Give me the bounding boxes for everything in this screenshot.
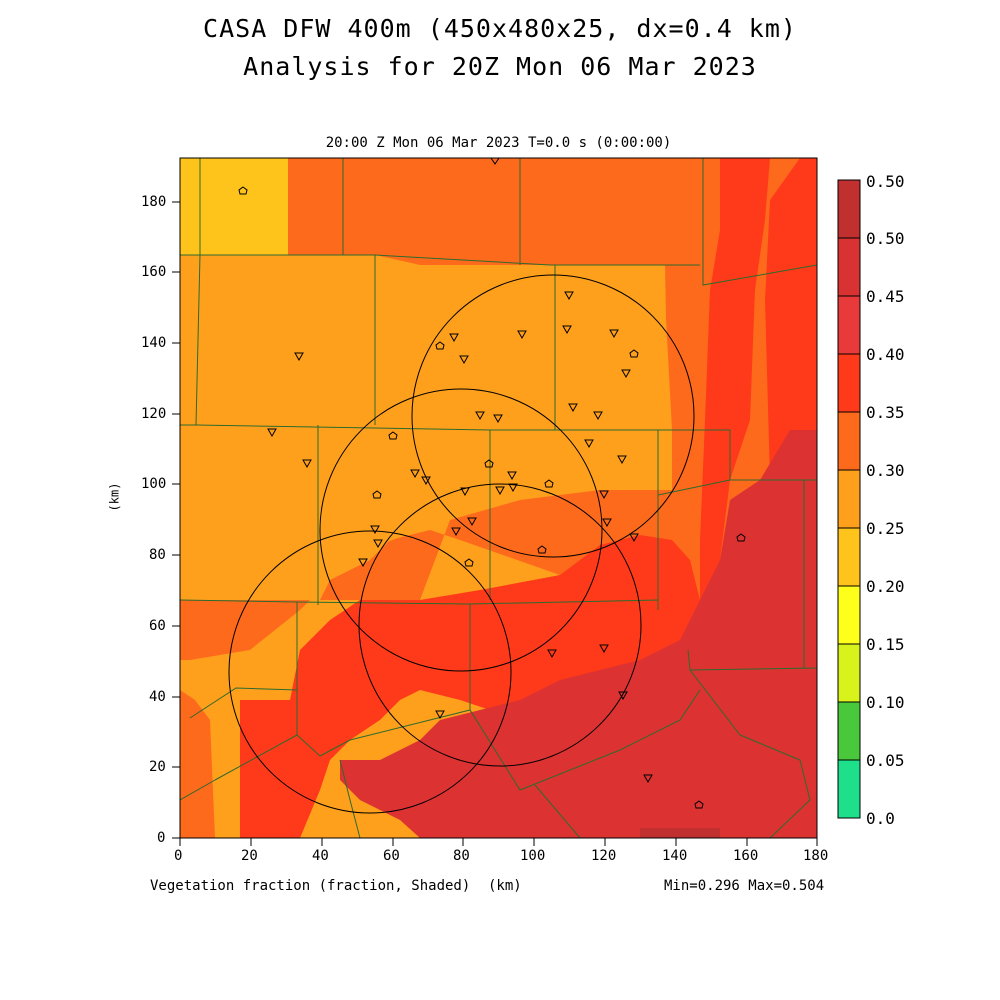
x-tick-label: 20 bbox=[241, 848, 258, 864]
colorbar-swatch bbox=[838, 354, 860, 412]
colorbar-label: 0.50 bbox=[866, 172, 905, 191]
colorbar-label: 0.45 bbox=[866, 287, 905, 306]
colorbar-swatch bbox=[838, 296, 860, 354]
x-axis-unit: (km) bbox=[488, 878, 522, 894]
colorbar-swatch bbox=[838, 528, 860, 586]
shade-0.50 bbox=[640, 828, 720, 838]
colorbar-swatch bbox=[838, 586, 860, 644]
range-ring-1 bbox=[411, 274, 695, 558]
y-tick-label: 40 bbox=[149, 689, 166, 705]
pentagon-station-markers bbox=[238, 186, 746, 809]
y-tick-label: 0 bbox=[157, 830, 166, 846]
colorbar-label: 0.30 bbox=[866, 461, 905, 480]
colorbar-label: 0.05 bbox=[866, 751, 905, 770]
colorbar-swatch bbox=[838, 470, 860, 528]
colorbar-label: 0.15 bbox=[866, 635, 905, 654]
y-tick-label: 120 bbox=[141, 406, 167, 422]
colorbar-label: 0.40 bbox=[866, 345, 905, 364]
vegetation-shading bbox=[180, 158, 817, 838]
y-tick-label: 160 bbox=[141, 264, 167, 280]
colorbar-swatch bbox=[838, 180, 860, 238]
colorbar-label: 0.50 bbox=[866, 229, 905, 248]
colorbar-label: 0.20 bbox=[866, 577, 905, 596]
colorbar-label: 0.0 bbox=[866, 809, 895, 828]
y-tick-label: 20 bbox=[149, 759, 166, 775]
station-markers bbox=[238, 157, 746, 809]
main-title: CASA DFW 400m (450x480x25, dx=0.4 km) bbox=[203, 14, 797, 43]
colorbar-frame bbox=[837, 179, 861, 819]
axis-ticks bbox=[172, 201, 818, 846]
y-tick-label: 180 bbox=[141, 194, 167, 210]
shade-0.45-0.50 bbox=[340, 430, 817, 838]
analysis-title: Analysis for 20Z Mon 06 Mar 2023 bbox=[243, 52, 757, 81]
colorbar-swatch bbox=[838, 412, 860, 470]
county-boundaries bbox=[180, 158, 817, 838]
x-tick-label: 180 bbox=[803, 848, 829, 864]
range-ring-3 bbox=[358, 483, 642, 767]
colorbar-label: 0.10 bbox=[866, 693, 905, 712]
x-tick-label: 100 bbox=[520, 848, 546, 864]
valid-time-subtitle: 20:00 Z Mon 06 Mar 2023 T=0.0 s (0:00:00… bbox=[325, 135, 672, 151]
y-tick-label: 60 bbox=[149, 618, 166, 634]
y-tick-label: 80 bbox=[149, 547, 166, 563]
radar-range-rings bbox=[228, 274, 695, 814]
x-tick-label: 120 bbox=[591, 848, 617, 864]
colorbar-swatch bbox=[838, 702, 860, 760]
y-axis-unit: (km) bbox=[107, 482, 122, 512]
x-tick-label: 80 bbox=[453, 848, 470, 864]
field-description: Vegetation fraction (fraction, Shaded) bbox=[150, 878, 471, 894]
range-ring-4 bbox=[228, 530, 512, 814]
range-ring-2 bbox=[319, 388, 603, 672]
colorbar-swatch bbox=[838, 238, 860, 296]
y-tick-label: 140 bbox=[141, 335, 167, 351]
colorbar-label: 0.35 bbox=[866, 403, 905, 422]
x-tick-label: 140 bbox=[662, 848, 688, 864]
colorbar bbox=[837, 179, 861, 819]
x-tick-label: 60 bbox=[383, 848, 400, 864]
shade-0.30-0.35 bbox=[180, 255, 668, 600]
x-tick-label: 0 bbox=[174, 848, 183, 864]
colorbar-swatch bbox=[838, 644, 860, 702]
x-tick-label: 40 bbox=[312, 848, 329, 864]
x-tick-label: 160 bbox=[733, 848, 759, 864]
triangle-station-markers bbox=[267, 157, 653, 784]
colorbar-swatch bbox=[838, 760, 860, 818]
plot-frame bbox=[179, 157, 818, 839]
min-max-label: Min=0.296 Max=0.504 bbox=[664, 878, 825, 894]
y-tick-label: 100 bbox=[141, 476, 167, 492]
shade-0.25-0.30 bbox=[180, 158, 288, 255]
colorbar-label: 0.25 bbox=[866, 519, 905, 538]
